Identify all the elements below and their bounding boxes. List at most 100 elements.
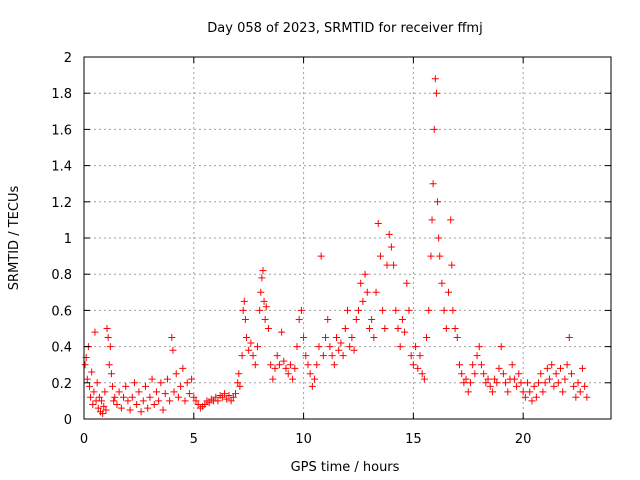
data-point <box>537 370 545 378</box>
data-point <box>519 388 527 396</box>
data-point <box>357 279 365 287</box>
data-point <box>418 370 426 378</box>
data-point <box>445 288 453 296</box>
data-point <box>280 357 288 365</box>
data-point <box>93 379 101 387</box>
data-point <box>374 220 382 228</box>
data-point <box>376 252 384 260</box>
data-point <box>135 388 143 396</box>
data-point <box>124 397 132 405</box>
data-point <box>475 343 483 351</box>
data-point <box>324 315 332 323</box>
data-point <box>570 382 578 390</box>
data-point <box>241 315 249 323</box>
data-point <box>359 297 367 305</box>
data-point <box>102 406 110 414</box>
data-point <box>304 361 312 369</box>
data-point <box>390 261 398 269</box>
data-point <box>87 393 95 401</box>
data-point <box>455 361 463 369</box>
data-point <box>144 404 152 412</box>
data-point <box>581 382 589 390</box>
data-point <box>245 346 253 354</box>
data-point <box>339 352 347 360</box>
data-point <box>257 288 265 296</box>
data-point <box>328 352 336 360</box>
x-tick-label: 20 <box>515 432 532 447</box>
data-point <box>449 306 457 314</box>
data-point <box>88 368 96 376</box>
data-point <box>89 401 97 409</box>
data-point <box>508 361 516 369</box>
data-point <box>174 393 182 401</box>
data-point <box>223 395 231 403</box>
data-point <box>352 315 360 323</box>
data-point <box>103 325 111 332</box>
data-point <box>431 75 439 83</box>
data-point <box>166 397 174 405</box>
data-point <box>192 397 200 405</box>
data-point <box>524 379 532 387</box>
data-point <box>275 361 283 369</box>
data-point <box>258 274 266 282</box>
x-axis-label: GPS time / hours <box>291 460 400 475</box>
data-point <box>535 379 543 387</box>
data-point <box>539 388 547 396</box>
data-point <box>188 375 196 383</box>
data-point <box>469 361 477 369</box>
data-point <box>172 370 180 378</box>
data-points <box>81 75 591 418</box>
data-point <box>284 370 292 378</box>
data-point <box>194 401 202 409</box>
data-point <box>253 343 261 351</box>
data-point <box>464 388 472 396</box>
data-point <box>95 393 103 401</box>
data-point <box>502 379 510 387</box>
data-point <box>260 297 268 305</box>
data-point <box>185 390 193 398</box>
data-point <box>190 393 198 401</box>
data-point <box>530 382 538 390</box>
data-point <box>460 379 468 387</box>
data-point <box>565 334 573 342</box>
data-point <box>256 306 264 314</box>
data-point <box>90 388 98 396</box>
data-point <box>346 343 354 351</box>
data-point <box>344 306 351 314</box>
data-point <box>133 401 141 409</box>
y-tick-label: 1.8 <box>51 87 72 102</box>
data-point <box>308 382 316 390</box>
data-point <box>139 397 147 405</box>
y-tick-label: 1 <box>64 232 72 247</box>
data-point <box>513 382 521 390</box>
data-point <box>521 393 529 401</box>
data-point <box>381 325 389 332</box>
data-point <box>383 261 391 269</box>
data-point <box>236 382 244 390</box>
data-point <box>387 243 395 251</box>
data-point <box>289 375 297 383</box>
data-point <box>313 361 321 369</box>
data-point <box>435 234 443 242</box>
data-point <box>495 364 503 372</box>
data-point <box>425 306 433 314</box>
data-point <box>126 406 134 414</box>
data-point <box>212 393 220 401</box>
data-point <box>398 315 406 323</box>
data-point <box>85 382 93 390</box>
data-point <box>218 393 226 401</box>
data-point <box>517 379 525 387</box>
data-point <box>447 216 455 224</box>
data-point <box>365 325 373 332</box>
data-point <box>576 388 584 396</box>
data-point <box>261 315 269 323</box>
data-point <box>152 388 160 396</box>
data-point <box>510 375 518 383</box>
y-tick-labels: 0 0.2 0.4 0.6 0.8 1 1.2 1.4 1.6 1.8 2 <box>51 51 72 428</box>
data-point <box>354 306 362 314</box>
data-point <box>486 382 494 390</box>
data-point <box>556 364 564 372</box>
data-point <box>480 370 488 378</box>
grid-lines <box>84 57 611 419</box>
data-point <box>155 397 163 405</box>
